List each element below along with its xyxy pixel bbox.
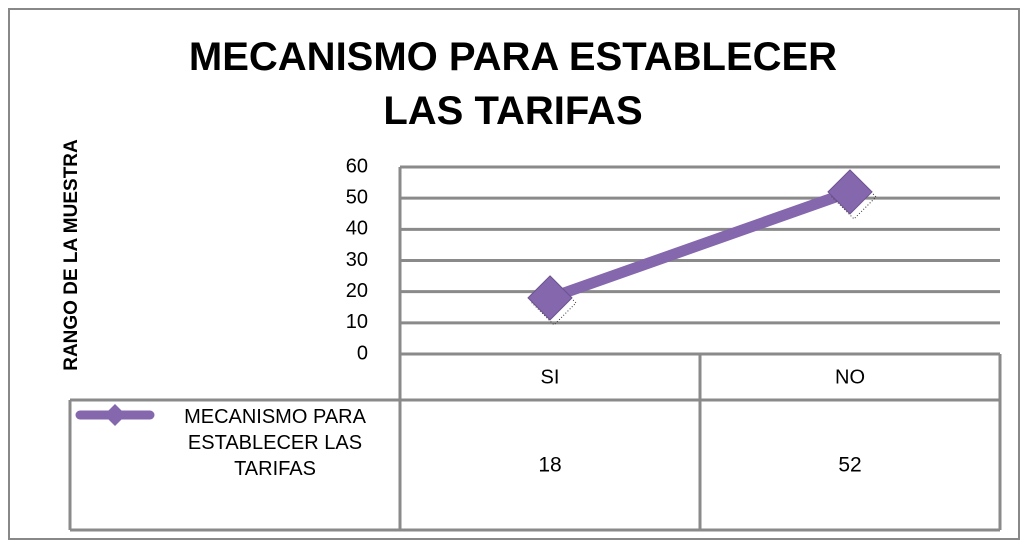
y-tick-label: 20 [346, 280, 368, 302]
x-tick-label: NO [835, 366, 865, 388]
chart-title: MECANISMO PARA ESTABLECER LAS TARIFAS [188, 35, 838, 133]
data-table-value: 18 [538, 454, 561, 477]
x-tick-label: SI [541, 366, 560, 388]
legend-label: MECANISMO PARA ESTABLECER LAS TARIFAS [184, 406, 366, 480]
y-tick-label: 50 [346, 186, 368, 208]
y-tick-label: 40 [346, 218, 368, 240]
chart-border [8, 8, 1020, 540]
legend-marker [104, 404, 126, 426]
series-line [544, 186, 856, 304]
data-point [827, 169, 873, 215]
y-tick-label: 30 [346, 249, 368, 271]
y-axis-label: RANGO DE LA MUESTRA [61, 139, 82, 371]
data-point [527, 275, 573, 321]
data-table-value: 52 [838, 454, 861, 477]
y-tick-label: 10 [346, 311, 368, 333]
y-tick-label: 0 [357, 342, 368, 364]
y-tick-label: 60 [346, 155, 368, 177]
